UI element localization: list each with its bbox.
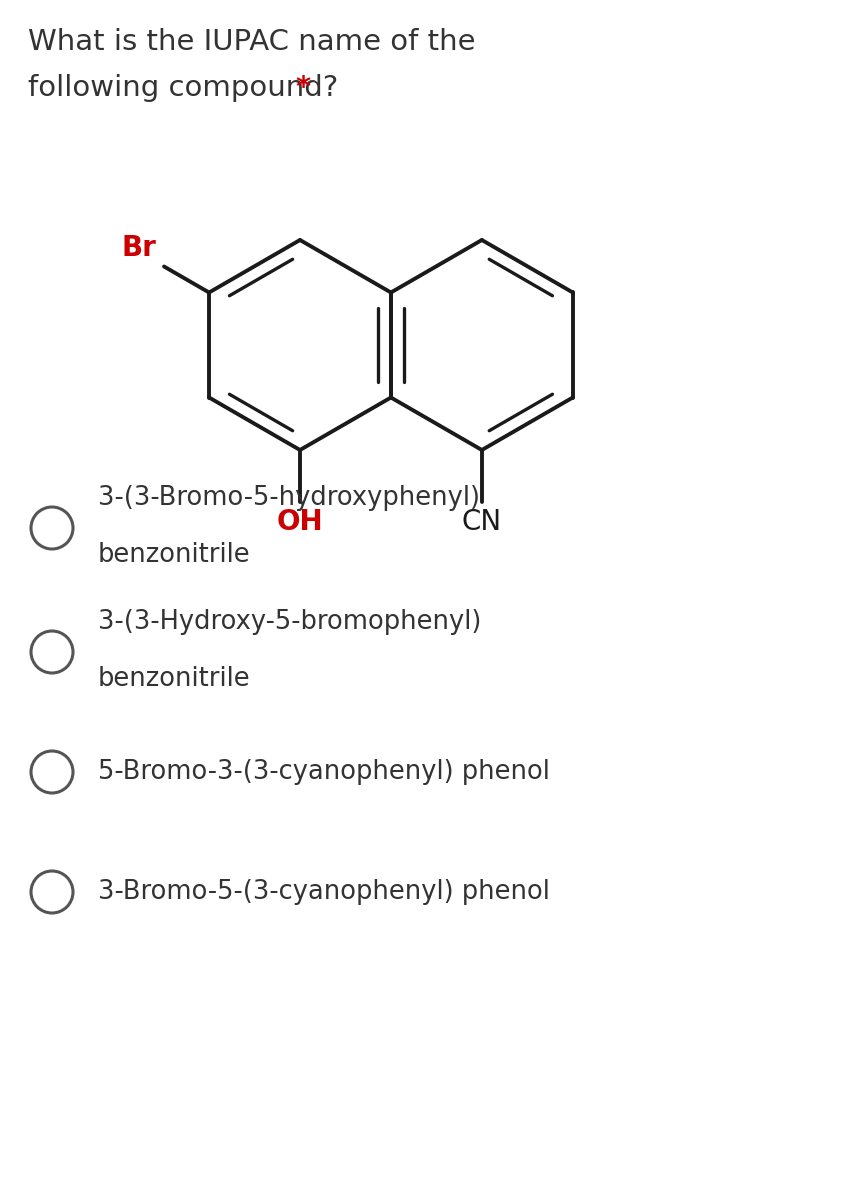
Text: What is the IUPAC name of the: What is the IUPAC name of the (28, 28, 476, 56)
Text: OH: OH (277, 508, 323, 536)
Text: 5-Bromo-3-(3-cyanophenyl) phenol: 5-Bromo-3-(3-cyanophenyl) phenol (98, 758, 550, 785)
Text: 3-Bromo-5-(3-cyanophenyl) phenol: 3-Bromo-5-(3-cyanophenyl) phenol (98, 878, 550, 905)
Text: 3-(3-Hydroxy-5-bromophenyl): 3-(3-Hydroxy-5-bromophenyl) (98, 608, 482, 635)
Text: *: * (295, 74, 310, 102)
Text: benzonitrile: benzonitrile (98, 666, 251, 692)
Text: 3-(3-Bromo-5-hydroxyphenyl): 3-(3-Bromo-5-hydroxyphenyl) (98, 485, 480, 511)
Text: benzonitrile: benzonitrile (98, 542, 251, 568)
Text: Br: Br (121, 234, 156, 263)
Text: CN: CN (462, 508, 502, 536)
Text: following compound?: following compound? (28, 74, 347, 102)
